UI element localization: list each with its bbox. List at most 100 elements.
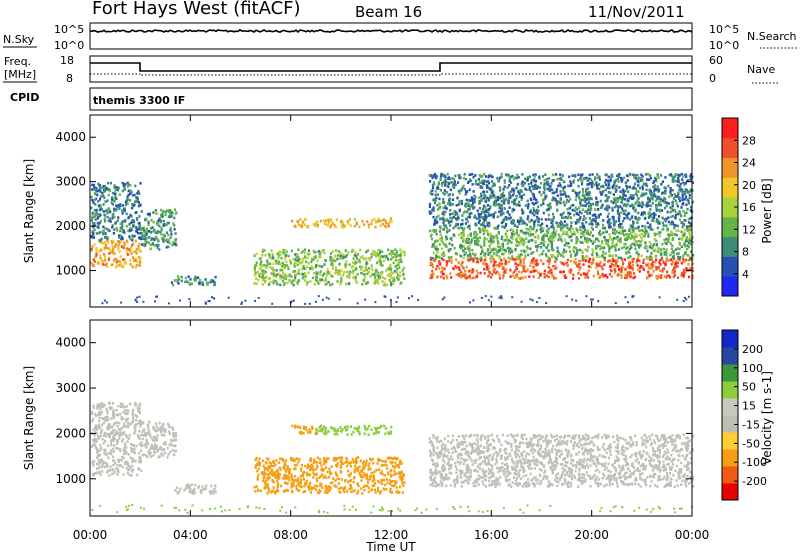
- scatter-cell: [131, 449, 134, 452]
- scatter-cell: [312, 258, 315, 262]
- scatter-cell: [525, 227, 528, 230]
- scatter-cell: [641, 185, 644, 188]
- scatter-cell: [462, 266, 465, 270]
- scatter-cell: [105, 419, 108, 422]
- scatter-cell: [527, 205, 530, 208]
- scatter-cell: [611, 206, 614, 210]
- scatter-cell: [620, 222, 623, 226]
- scatter-cell: [112, 402, 115, 405]
- scatter-cell: [477, 178, 480, 181]
- scatter-cell: [648, 267, 651, 270]
- scatter-cell: [329, 225, 332, 229]
- scatter-cell: [340, 225, 344, 228]
- scatter-cell: [331, 267, 335, 270]
- scatter-cell: [118, 460, 121, 464]
- scatter-cell: [548, 249, 551, 252]
- scatter-cell: [377, 271, 380, 275]
- scatter-cell: [676, 265, 680, 268]
- scatter-cell: [444, 219, 447, 222]
- scatter-cell: [657, 197, 660, 201]
- scatter-cell: [638, 246, 641, 249]
- scatter-cell: [575, 222, 578, 225]
- scatter-cell: [338, 257, 342, 260]
- scatter-cell: [493, 261, 496, 264]
- scatter-cell: [442, 276, 445, 280]
- scatter-cell: [584, 228, 587, 232]
- scatter-cell: [551, 218, 554, 222]
- scatter-cell: [438, 267, 441, 270]
- scatter-cell: [617, 231, 621, 235]
- scatter-cell: [628, 196, 631, 200]
- scatter-cell: [443, 182, 447, 186]
- scatter-cell: [664, 219, 667, 223]
- ground-scatter-cell: [571, 298, 574, 301]
- scatter-cell: [459, 189, 462, 193]
- scatter-cell: [514, 176, 517, 179]
- scatter-cell: [387, 267, 391, 271]
- scatter-cell: [480, 256, 483, 260]
- scatter-cell: [589, 231, 592, 234]
- scatter-cell: [123, 207, 126, 210]
- site-title: Fort Hays West (fitACF): [92, 0, 301, 19]
- scatter-cell: [624, 181, 627, 184]
- scatter-cell: [511, 174, 514, 178]
- scatter-cell: [436, 264, 439, 268]
- scatter-cell: [556, 177, 559, 181]
- scatter-cell: [290, 281, 293, 285]
- scatter-cell: [569, 182, 573, 186]
- scatter-cell: [603, 226, 607, 230]
- scatter-cell: [541, 175, 545, 178]
- scatter-cell: [443, 267, 446, 271]
- scatter-cell: [566, 244, 569, 247]
- scatter-cell: [544, 173, 547, 176]
- scatter-cell: [585, 221, 588, 224]
- scatter-cell: [439, 233, 442, 237]
- scatter-cell: [634, 174, 637, 177]
- scatter-cell: [516, 173, 519, 177]
- scatter-cell: [285, 260, 288, 263]
- scatter-cell: [500, 200, 503, 203]
- scatter-cell: [677, 173, 680, 177]
- ground-scatter-cell: [227, 296, 230, 299]
- scatter-cell: [597, 208, 600, 211]
- scatter-cell: [112, 437, 115, 440]
- scatter-cell: [164, 239, 167, 242]
- scatter-cell: [156, 238, 159, 241]
- freq-panel-frame: [89, 55, 693, 83]
- scatter-cell: [450, 276, 453, 279]
- scatter-cell: [317, 282, 320, 285]
- scatter-cell: [461, 237, 465, 241]
- scatter-cell: [555, 200, 558, 203]
- scatter-cell: [486, 250, 489, 253]
- scatter-cell: [91, 462, 94, 465]
- scatter-cell: [486, 185, 489, 188]
- scatter-cell: [481, 181, 485, 185]
- scatter-cell: [616, 205, 619, 208]
- scatter-cell: [167, 210, 170, 214]
- scatter-cell: [672, 251, 675, 255]
- scatter-cell: [98, 239, 101, 242]
- date-label: 11/Nov/2011: [588, 3, 685, 21]
- scatter-cell: [117, 470, 120, 474]
- scatter-cell: [99, 444, 102, 447]
- range-tick-label: 3000: [55, 175, 86, 189]
- scatter-cell: [112, 247, 115, 251]
- scatter-cell: [490, 255, 493, 258]
- scatter-cell: [480, 199, 484, 202]
- scatter-cell: [586, 271, 589, 274]
- scatter-cell: [464, 251, 467, 255]
- scatter-cell: [484, 252, 487, 255]
- scatter-cell: [170, 281, 173, 284]
- scatter-cell: [513, 200, 516, 204]
- scatter-cell: [138, 429, 141, 433]
- scatter-cell: [497, 264, 500, 267]
- scatter-cell: [671, 177, 674, 180]
- scatter-cell: [657, 215, 661, 218]
- scatter-cell: [459, 223, 462, 226]
- scatter-cell: [583, 215, 586, 218]
- scatter-cell: [523, 257, 526, 260]
- scatter-cell: [489, 204, 492, 208]
- scatter-cell: [173, 279, 176, 282]
- scatter-cell: [657, 250, 660, 253]
- scatter-cell: [106, 215, 109, 219]
